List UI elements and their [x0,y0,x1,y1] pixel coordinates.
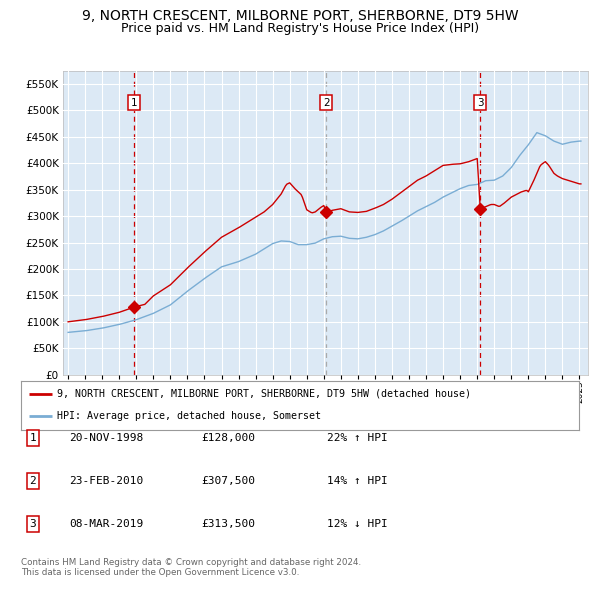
Text: 3: 3 [477,98,484,108]
Text: 20-NOV-1998: 20-NOV-1998 [69,433,143,442]
Text: 12% ↓ HPI: 12% ↓ HPI [327,519,388,529]
Text: 14% ↑ HPI: 14% ↑ HPI [327,476,388,486]
Text: 2: 2 [323,98,329,108]
Text: £313,500: £313,500 [201,519,255,529]
Text: Price paid vs. HM Land Registry's House Price Index (HPI): Price paid vs. HM Land Registry's House … [121,22,479,35]
Text: 22% ↑ HPI: 22% ↑ HPI [327,433,388,442]
Text: 23-FEB-2010: 23-FEB-2010 [69,476,143,486]
Text: 2: 2 [29,476,37,486]
Text: £307,500: £307,500 [201,476,255,486]
Text: 9, NORTH CRESCENT, MILBORNE PORT, SHERBORNE, DT9 5HW (detached house): 9, NORTH CRESCENT, MILBORNE PORT, SHERBO… [57,389,471,399]
Text: Contains HM Land Registry data © Crown copyright and database right 2024.: Contains HM Land Registry data © Crown c… [21,558,361,566]
Text: 3: 3 [29,519,37,529]
Text: This data is licensed under the Open Government Licence v3.0.: This data is licensed under the Open Gov… [21,568,299,576]
Text: 1: 1 [131,98,137,108]
Text: HPI: Average price, detached house, Somerset: HPI: Average price, detached house, Some… [57,411,321,421]
Text: 9, NORTH CRESCENT, MILBORNE PORT, SHERBORNE, DT9 5HW: 9, NORTH CRESCENT, MILBORNE PORT, SHERBO… [82,9,518,23]
Text: 1: 1 [29,433,37,442]
Text: £128,000: £128,000 [201,433,255,442]
Text: 08-MAR-2019: 08-MAR-2019 [69,519,143,529]
